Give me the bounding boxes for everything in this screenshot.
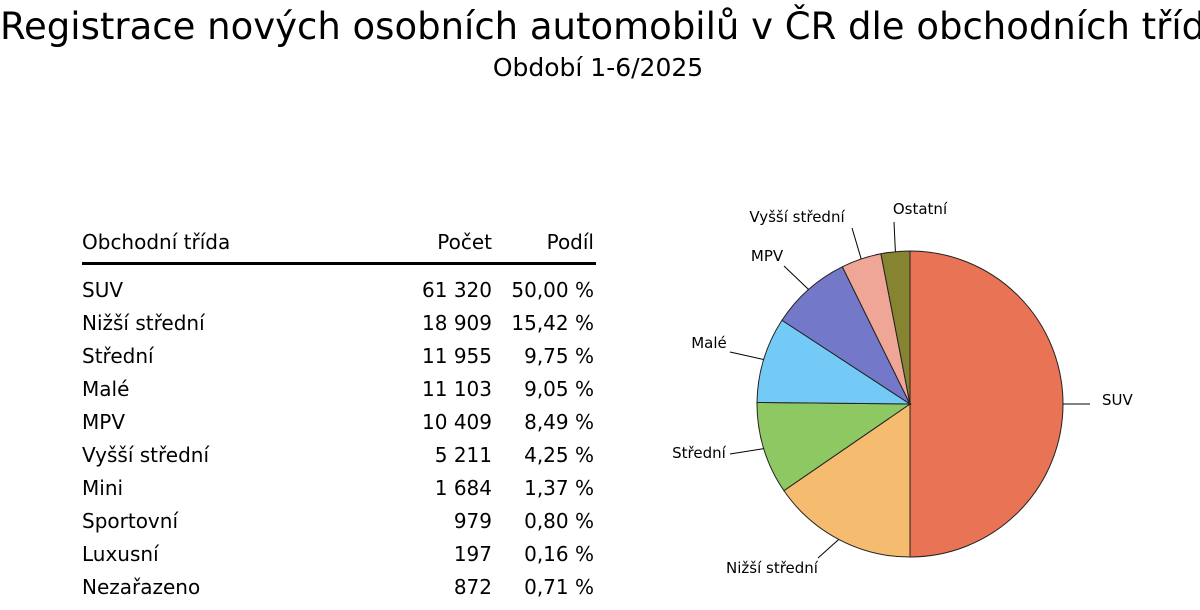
table-row: SUV 61 320 50,00 % (82, 275, 596, 308)
cell-share: 0,80 % (524, 509, 594, 533)
cell-class: SUV (82, 278, 124, 302)
slice-label: Střední (672, 444, 726, 462)
cell-share: 8,49 % (524, 410, 594, 434)
header-class: Obchodní třída (82, 230, 231, 254)
cell-class: Malé (82, 377, 130, 401)
cell-count: 10 409 (422, 410, 492, 434)
cell-count: 197 (453, 542, 492, 566)
leader-line (851, 227, 862, 260)
cell-share: 4,25 % (524, 443, 594, 467)
cell-count: 11 103 (422, 377, 492, 401)
leader-line (817, 539, 840, 559)
table-body: SUV 61 320 50,00 % Nižší střední 18 909 15,4… (82, 275, 596, 605)
cell-class: Luxusní (82, 542, 159, 566)
cell-class: Sportovní (82, 509, 178, 533)
registration-table: Obchodní třída Počet Podíl SUV 61 320 50,0… (82, 230, 596, 599)
cell-class: Nižší střední (82, 311, 205, 335)
slice-label: Malé (691, 334, 727, 352)
header-count: Počet (437, 230, 492, 254)
table-row: Mini 1 684 1,37 % (82, 473, 596, 506)
cell-share: 0,16 % (524, 542, 594, 566)
leader-line (729, 448, 764, 455)
table-row: Střední 11 955 9,75 % (82, 341, 596, 374)
table-row: MPV 10 409 8,49 % (82, 407, 596, 440)
cell-count: 5 211 (434, 443, 492, 467)
leader-line (893, 221, 896, 252)
table-row: Vyšší střední 5 211 4,25 % (82, 440, 596, 473)
cell-class: MPV (82, 410, 125, 434)
pie-slice-malé (756, 319, 912, 405)
table-row: Luxusní 197 0,16 % (82, 539, 596, 572)
cell-count: 1 684 (434, 476, 492, 500)
cell-class: Mini (82, 476, 124, 500)
cell-class: Vyšší střední (82, 443, 210, 467)
cell-count: 61 320 (422, 278, 492, 302)
cell-count: 979 (453, 509, 492, 533)
cell-share: 15,42 % (511, 311, 594, 335)
table-header: Obchodní třída Počet Podíl (82, 230, 596, 265)
slice-label: SUV (1102, 391, 1134, 409)
cell-share: 0,71 % (524, 575, 594, 599)
cell-count: 872 (453, 575, 492, 599)
table-row: Sportovní 979 0,80 % (82, 506, 596, 539)
cell-class: Střední (82, 344, 154, 368)
slice-label: Ostatní (893, 200, 948, 218)
cell-count: 18 909 (422, 311, 492, 335)
table-row: Nižší střední 18 909 15,42 % (82, 308, 596, 341)
cell-class: Nezařazeno (82, 575, 201, 599)
chart-subtitle: Období 1-6/2025 (492, 53, 704, 82)
cell-share: 9,75 % (524, 344, 594, 368)
pie-slice-střední (756, 401, 912, 492)
header-share: Podíl (546, 230, 594, 254)
leader-line (783, 265, 809, 290)
slice-label: Nižší střední (726, 559, 819, 577)
cell-share: 1,37 % (524, 476, 594, 500)
pie-slice-nižší-střední (783, 403, 911, 558)
header-rule (82, 262, 596, 265)
slice-label: Vyšší střední (749, 208, 845, 226)
table-row: Nezařazeno 872 0,71 % (82, 572, 596, 605)
leader-line (729, 351, 764, 360)
table-row: Malé 11 103 9,05 % (82, 374, 596, 407)
cell-share: 9,05 % (524, 377, 594, 401)
pie-slice-suv (909, 250, 1064, 558)
slice-label: MPV (751, 247, 784, 265)
cell-share: 50,00 % (511, 278, 594, 302)
cell-count: 11 955 (422, 344, 492, 368)
chart-title: Registrace nových osobních automobilů v … (0, 5, 1200, 48)
